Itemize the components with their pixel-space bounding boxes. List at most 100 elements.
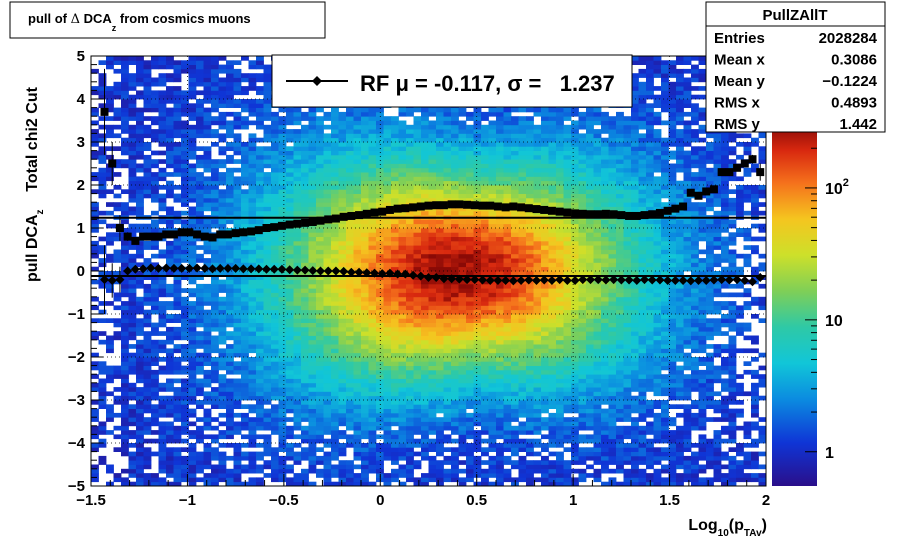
heatmap-cell	[473, 438, 482, 444]
heatmap-cell	[413, 309, 422, 315]
heatmap-cell	[353, 331, 362, 336]
heatmap-cell	[503, 236, 512, 242]
heatmap-cell	[128, 206, 137, 212]
heatmap-cell	[263, 103, 272, 108]
heatmap-cell	[331, 305, 339, 311]
heatmap-cell	[218, 434, 227, 440]
heatmap-cell	[128, 73, 137, 78]
heatmap-cell	[481, 305, 489, 311]
heatmap-cell	[128, 408, 137, 414]
heatmap-cell	[323, 292, 332, 298]
heatmap-cell	[436, 137, 444, 143]
heatmap-cell	[353, 438, 362, 444]
heatmap-cell	[428, 309, 437, 315]
heatmap-cell	[361, 339, 369, 345]
heatmap-cell	[331, 202, 339, 207]
heatmap-cell	[151, 245, 159, 250]
heatmap-cell	[496, 245, 504, 250]
heatmap-cell	[203, 81, 212, 87]
heatmap-cell	[488, 210, 497, 216]
heatmap-cell	[413, 193, 422, 199]
heatmap-cell	[91, 206, 99, 212]
heatmap-cell	[436, 339, 444, 345]
heatmap-cell	[233, 193, 242, 199]
heatmap-cell	[488, 163, 497, 169]
heatmap-cell	[458, 111, 467, 117]
heatmap-cell	[173, 369, 182, 375]
heatmap-cell	[308, 142, 317, 147]
heatmap-cell	[353, 292, 362, 298]
heatmap-cell	[226, 473, 234, 478]
heatmap-cell	[346, 232, 354, 237]
heatmap-cell	[136, 253, 144, 259]
heatmap-cell	[173, 172, 182, 177]
heatmap-cell	[316, 378, 324, 384]
heatmap-cell	[301, 314, 309, 319]
heatmap-cell	[473, 154, 482, 160]
heatmap-cell	[301, 292, 309, 298]
heatmap-cell	[121, 210, 129, 216]
heatmap-cell	[286, 387, 294, 392]
heatmap-cell	[196, 219, 204, 225]
heatmap-cell	[173, 77, 182, 83]
heatmap-cell	[428, 378, 437, 384]
heatmap-cell	[166, 481, 174, 486]
heatmap-cell	[263, 206, 272, 212]
heatmap-cell	[391, 369, 399, 375]
heatmap-cell	[421, 193, 429, 199]
heatmap-cell	[421, 395, 429, 401]
heatmap-cell	[301, 142, 309, 147]
heatmap-cell	[451, 425, 459, 431]
heatmap-cell	[413, 460, 422, 465]
heatmap-cell	[331, 438, 339, 444]
heatmap-cell	[323, 361, 332, 366]
heatmap-cell	[121, 322, 129, 328]
heatmap-cell	[473, 120, 482, 126]
heatmap-cell	[488, 309, 497, 315]
heatmap-cell	[248, 382, 257, 388]
heatmap-cell	[173, 73, 182, 78]
heatmap-cell	[248, 326, 257, 332]
heatmap-cell	[421, 344, 429, 349]
heatmap-cell	[158, 404, 167, 409]
heatmap-cell	[301, 322, 309, 328]
heatmap-cell	[301, 391, 309, 397]
heatmap-cell	[293, 180, 302, 186]
heatmap-cell	[346, 322, 354, 328]
heatmap-cell	[158, 400, 167, 405]
heatmap-cell	[286, 326, 294, 332]
heatmap-cell	[143, 77, 152, 83]
heatmap-cell	[451, 357, 459, 362]
heatmap-cell	[376, 391, 384, 397]
heatmap-cell	[466, 137, 474, 143]
heatmap-cell	[361, 374, 369, 379]
heatmap-cell	[121, 391, 129, 397]
heatmap-cell	[241, 412, 249, 418]
heatmap-cell	[301, 434, 309, 440]
heatmap-cell	[263, 232, 272, 237]
heatmap-cell	[271, 197, 279, 203]
heatmap-cell	[308, 481, 317, 486]
heatmap-cell	[166, 412, 174, 418]
heatmap-cell	[353, 176, 362, 182]
heatmap-cell	[143, 348, 152, 354]
heatmap-cell	[383, 116, 392, 121]
heatmap-cell	[241, 357, 249, 362]
heatmap-cell	[121, 262, 129, 268]
heatmap-cell	[316, 382, 324, 388]
heatmap-cell	[233, 305, 242, 311]
heatmap-cell	[196, 253, 204, 259]
heatmap-cell	[203, 460, 212, 465]
heatmap-cell	[188, 129, 197, 134]
heatmap-cell	[263, 331, 272, 336]
heatmap-cell	[488, 400, 497, 405]
heatmap-cell	[241, 296, 249, 302]
heatmap-cell	[391, 189, 399, 194]
heatmap-cell	[203, 408, 212, 414]
heatmap-cell	[278, 309, 287, 315]
heatmap-cell	[173, 378, 182, 384]
title-suffix: from cosmics muons	[116, 11, 250, 26]
heatmap-cell	[398, 382, 407, 388]
heatmap-cell	[316, 417, 324, 422]
heatmap-cell	[113, 94, 122, 100]
